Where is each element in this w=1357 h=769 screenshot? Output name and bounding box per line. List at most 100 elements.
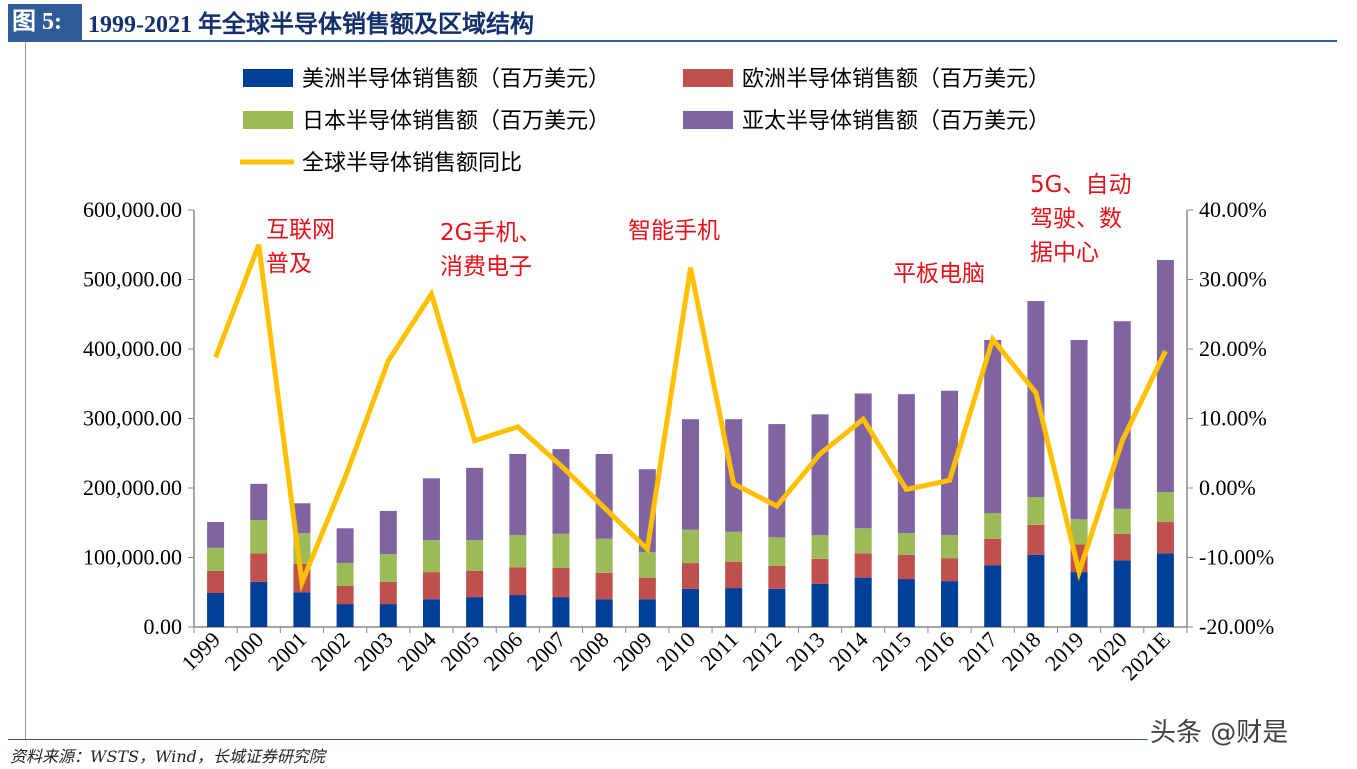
bar-segment [552,567,570,598]
right-tick-label: -10.00% [1199,545,1274,570]
bar-segment [984,339,1002,514]
bar-segment [638,577,656,600]
bar-segment [984,538,1002,566]
x-tick-label: 2014 [824,627,873,676]
bar-segment [293,592,311,627]
header-divider [8,40,1337,42]
bar-segment [250,581,268,627]
bar-segment [1113,321,1131,509]
bar-segment [336,585,354,605]
x-tick-label: 2011 [695,627,743,675]
bar-segment [250,483,268,520]
bar-segment [379,510,397,555]
x-tick-label: 2015 [867,627,916,676]
legend-label: 全球半导体销售额同比 [302,151,522,176]
bar-segment [768,537,786,566]
bar-segment [207,570,225,593]
bar-segment [250,519,268,554]
x-tick-label: 2019 [1040,627,1089,676]
bar-segment [509,453,527,536]
bar-segment [422,599,440,627]
bar-segment [379,581,397,605]
bar-segment [595,599,613,627]
right-tick-label: 0.00% [1199,475,1256,500]
bar-segment [811,535,829,559]
bar-segment [422,478,440,541]
bar-segment [768,565,786,589]
bar-segment [768,424,786,538]
bar-segment [854,577,872,627]
bar-segment [509,595,527,627]
legend-label: 日本半导体销售额（百万美元） [302,109,610,134]
left-tick-label: 100,000.00 [83,545,182,570]
annotation-label: 5G、自动 [1030,172,1131,198]
bar-segment [509,535,527,568]
bar-segment [897,394,915,534]
x-tick-label: 2002 [306,627,355,676]
bar-segment [422,572,440,600]
bar-segment [854,553,872,578]
bar-segment [897,533,915,555]
bar-segment [1156,553,1174,627]
bar-segment [1070,339,1088,520]
bar-segment [509,567,527,596]
bar-segment [725,588,743,627]
chart-title: 1999-2021 年全球半导体销售额及区域结构 [88,12,534,38]
bar-segment [207,522,225,548]
figure-label: 图 5: [8,4,82,40]
left-tick-label: 200,000.00 [83,475,182,500]
x-tick-label: 2013 [781,627,830,676]
x-tick-label: 2006 [479,627,528,676]
legend-swatch [243,69,293,87]
x-tick-label: 2017 [953,627,1002,676]
left-tick-label: 600,000.00 [83,197,182,222]
x-tick-label: 2007 [522,627,571,676]
left-tick-label: 0.00 [144,614,183,639]
yoy-growth-line [213,243,1168,593]
x-tick-label: 2010 [651,627,700,676]
right-tick-label: 40.00% [1199,197,1267,222]
annotation-label: 消费电子 [440,254,532,280]
legend-label: 美洲半导体销售额（百万美元） [302,67,610,92]
bar-segment [941,558,959,582]
legend-swatch [243,111,293,129]
source-note: 资料来源：WSTS，Wind，长城证券研究院 [10,747,325,766]
x-tick-label: 2012 [738,627,787,676]
bar-segment [336,528,354,564]
bar-segment [1156,522,1174,554]
right-tick-label: 10.00% [1199,406,1267,431]
left-tick-label: 500,000.00 [83,267,182,292]
bar-segment [1156,492,1174,523]
bar-segment [379,554,397,582]
bar-segment [941,581,959,627]
bar-segment [336,563,354,586]
bar-segment [984,513,1002,539]
bar-segment [250,553,268,582]
bar-segment [1027,524,1045,555]
annotation-label: 2G手机、 [440,220,541,246]
bar-segment [638,599,656,627]
bar-segment [552,597,570,627]
bar-segment [984,565,1002,627]
x-tick-label: 2009 [608,627,657,676]
bar-segment [897,554,915,580]
bar-segment [1070,519,1088,545]
bar-segment [466,467,484,541]
x-tick-label: 2021E [1117,627,1175,685]
bar-segment [1156,260,1174,493]
bar-segment [466,597,484,627]
right-tick-label: 30.00% [1199,267,1267,292]
legend-label: 亚太半导体销售额（百万美元） [742,109,1050,134]
bar-segment [725,561,743,589]
bar-segment [1070,572,1088,627]
bar-segment [811,414,829,536]
annotation-label: 互联网 [266,217,335,243]
bar-segment [725,531,743,562]
bar-segment [682,419,699,530]
bar-segment [207,547,225,571]
bar-segment [941,535,959,559]
bar-segment [595,572,613,600]
legend-swatch [683,69,733,87]
chart-frame [25,42,1338,739]
bar-segment [768,588,786,627]
